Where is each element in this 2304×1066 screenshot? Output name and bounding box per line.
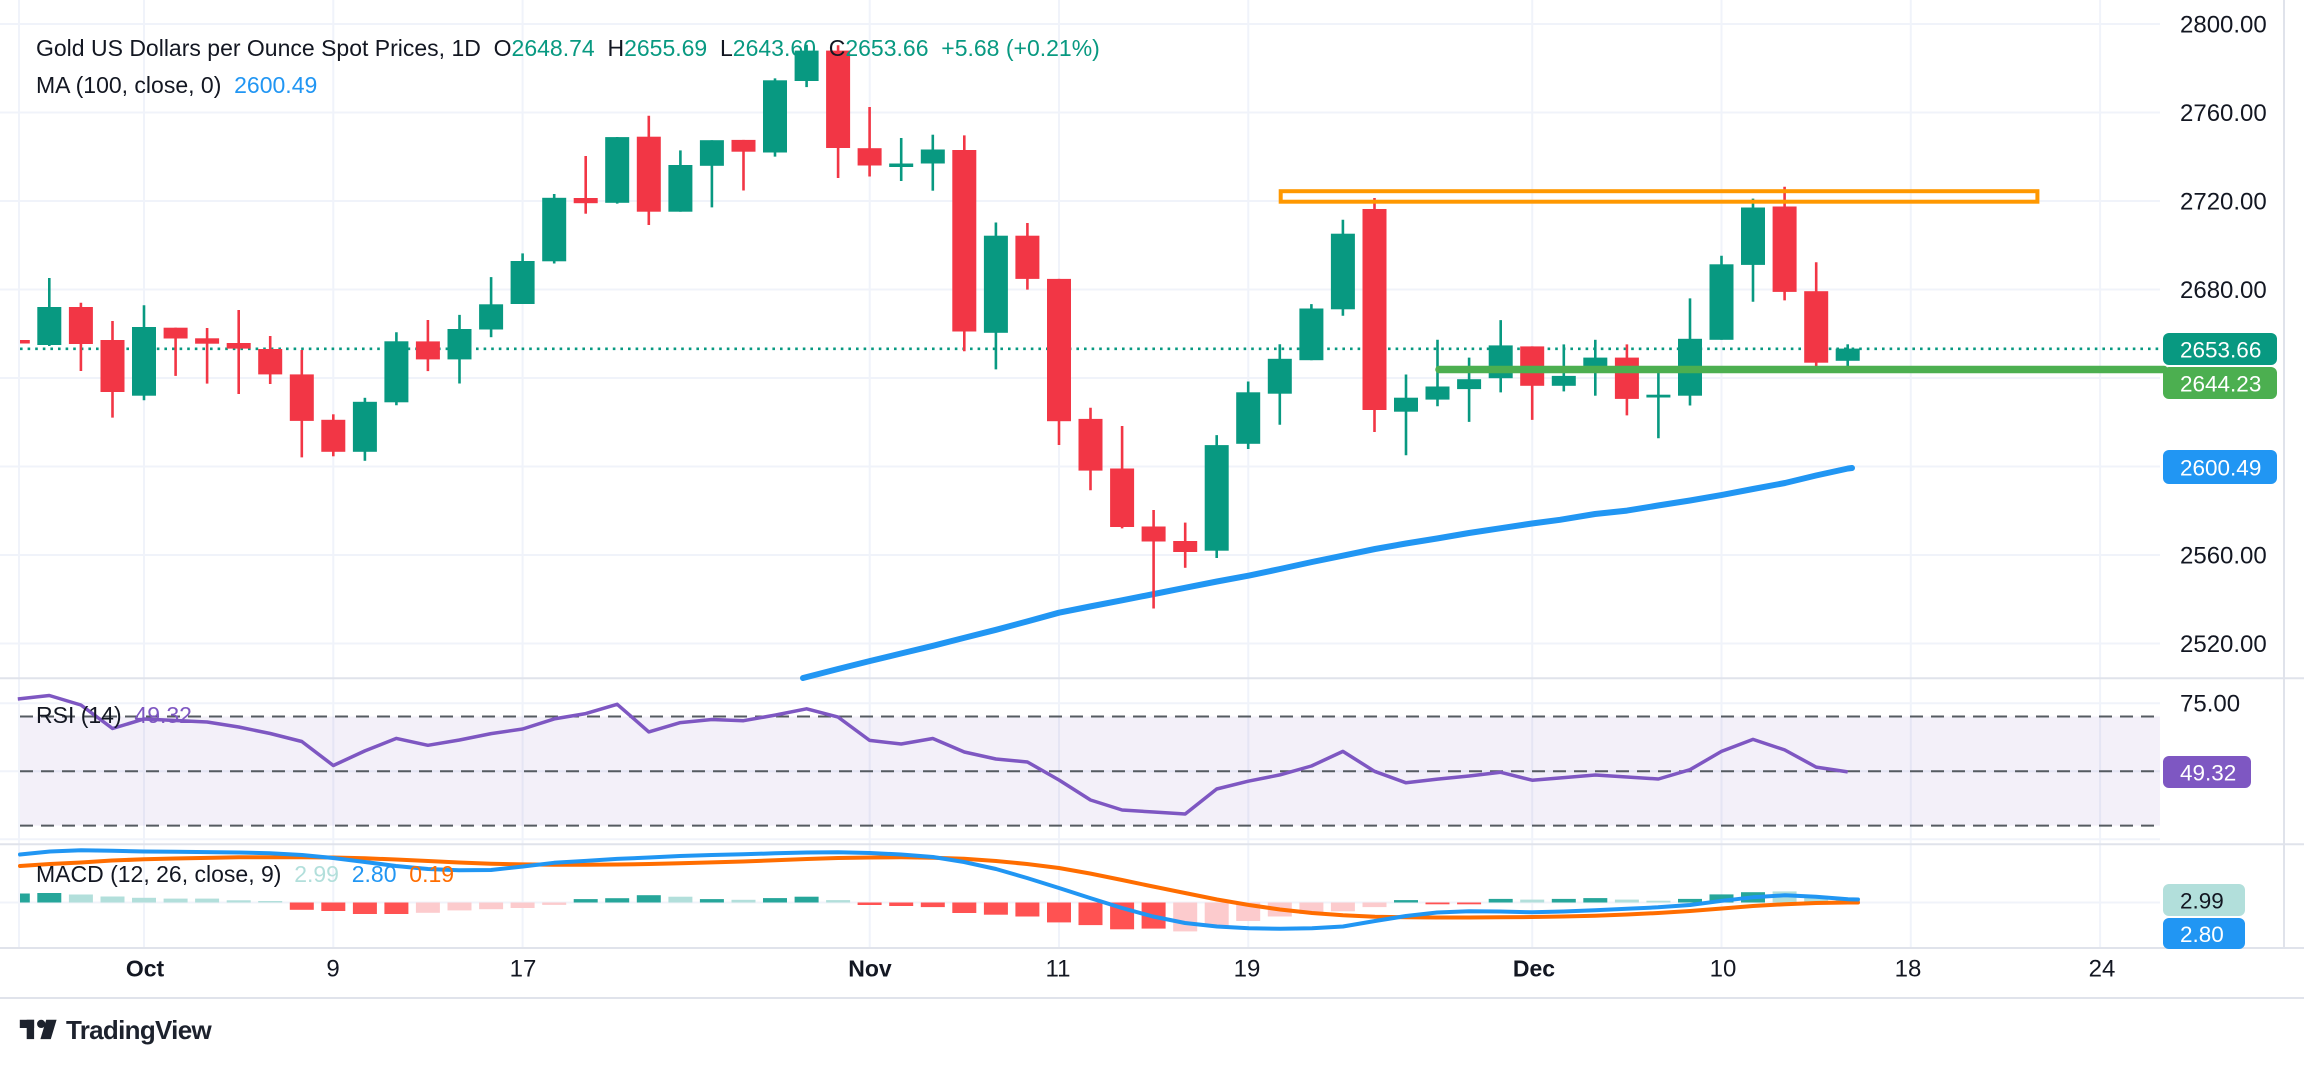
svg-text:2520.00: 2520.00 [2180, 631, 2267, 658]
svg-text:2.99: 2.99 [2180, 889, 2224, 914]
svg-text:TradingView: TradingView [66, 1015, 212, 1045]
svg-text:2680.00: 2680.00 [2180, 277, 2267, 304]
svg-text:11: 11 [1046, 956, 1071, 983]
svg-text:10: 10 [1710, 956, 1737, 983]
svg-text:17: 17 [510, 956, 537, 983]
svg-text:2653.66: 2653.66 [2180, 338, 2261, 363]
svg-text:Nov: Nov [848, 956, 892, 982]
svg-text:RSI (14) 49.32: RSI (14) 49.32 [36, 702, 192, 728]
svg-text:2.80: 2.80 [2180, 922, 2224, 947]
svg-text:Gold US Dollars per Ounce Spot: Gold US Dollars per Ounce Spot Prices, 1… [36, 35, 1100, 61]
svg-text:2644.23: 2644.23 [2180, 372, 2261, 397]
svg-text:MA (100, close, 0) 2600.49: MA (100, close, 0) 2600.49 [36, 72, 317, 98]
svg-text:2760.00: 2760.00 [2180, 100, 2267, 127]
svg-text:Oct: Oct [126, 956, 165, 982]
svg-text:19: 19 [1234, 956, 1261, 983]
svg-text:2560.00: 2560.00 [2180, 543, 2267, 570]
svg-text:2600.49: 2600.49 [2180, 456, 2261, 481]
svg-text:24: 24 [2089, 956, 2116, 983]
svg-text:18: 18 [1895, 956, 1922, 983]
svg-text:75.00: 75.00 [2180, 691, 2240, 718]
svg-text:49.32: 49.32 [2180, 761, 2236, 786]
svg-text:Dec: Dec [1513, 956, 1555, 982]
svg-text:9: 9 [326, 956, 339, 983]
svg-text:2720.00: 2720.00 [2180, 189, 2267, 216]
svg-text:2800.00: 2800.00 [2180, 12, 2267, 39]
svg-text:MACD (12, 26, close, 9) 2.99: MACD (12, 26, close, 9) 2.99 2.80 0.19 [36, 861, 454, 887]
